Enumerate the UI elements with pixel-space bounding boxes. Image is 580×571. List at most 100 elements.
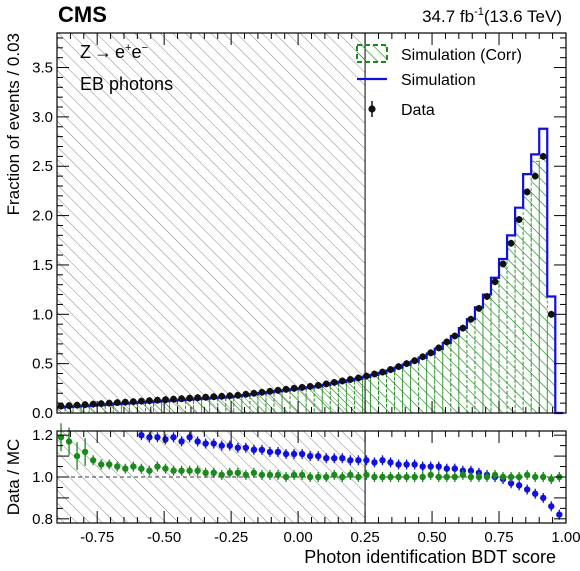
sim-corr-bar: [297, 386, 307, 414]
ratio-simulation-point: [387, 459, 394, 466]
data-point: [443, 338, 451, 346]
sim-corr-bar: [538, 157, 548, 414]
ratio-simulation-point: [178, 438, 185, 445]
sim-corr-bar: [273, 389, 283, 414]
data-point: [178, 395, 185, 403]
data-point: [403, 360, 411, 368]
data-point: [419, 353, 427, 361]
ratio-sim-corr-point: [258, 471, 266, 479]
ratio-simulation-point: [242, 444, 250, 451]
data-point: [194, 394, 202, 402]
ratio-simulation-point: [419, 463, 426, 470]
ratio-sim-corr-point: [122, 465, 129, 472]
ratio-simulation-point: [194, 438, 201, 445]
data-point: [250, 389, 258, 397]
ratio-simulation-point: [507, 480, 515, 487]
data-point: [346, 376, 354, 383]
sim-corr-bar: [361, 375, 371, 414]
x-tick-label: 1.00: [551, 529, 580, 546]
ratio-simulation-point: [363, 457, 370, 464]
x-tick-label: 0.25: [350, 529, 379, 546]
ratio-simulation-point: [523, 486, 531, 493]
ratio-sim-corr-point: [154, 463, 161, 470]
sim-corr-bar: [490, 281, 500, 414]
sim-corr-bar: [474, 307, 484, 414]
data-point: [258, 388, 266, 396]
data-point: [218, 392, 226, 400]
sim-corr-bar: [418, 356, 428, 414]
ratio-sim-corr-point: [363, 471, 370, 479]
sim-corr-bar: [337, 380, 347, 414]
ratio-simulation-point: [435, 463, 442, 470]
ratio-simulation-point: [355, 457, 362, 464]
experiment-label: CMS: [58, 2, 107, 27]
y-tick-label: 2.5: [32, 158, 53, 175]
data-point: [507, 239, 515, 247]
sim-corr-bar: [305, 385, 315, 414]
ratio-sim-corr-point: [323, 473, 330, 481]
sim-corr-bar: [128, 401, 138, 414]
ratio-sim-corr-point: [515, 473, 523, 481]
y-tick-label: 2.0: [32, 208, 53, 225]
data-point: [322, 380, 330, 388]
ratio-sim-corr-point: [114, 463, 121, 470]
sim-corr-bar: [136, 400, 146, 414]
data-point: [515, 216, 523, 223]
data-point: [162, 396, 169, 404]
ratio-simulation-point: [210, 440, 217, 447]
ratio-sim-corr-point: [339, 473, 346, 481]
x-axis-title: Photon identification BDT score: [304, 547, 556, 567]
sim-corr-bar: [378, 371, 387, 414]
y-tick-label: 3.5: [32, 60, 53, 77]
ratio-y-tick-label: 0.8: [32, 511, 53, 528]
ratio-simulation-point: [427, 463, 434, 470]
ratio-sim-corr-point: [419, 473, 426, 481]
ratio-sim-corr-point: [89, 457, 97, 464]
ratio-sim-corr-point: [162, 465, 169, 472]
ratio-simulation-point: [234, 444, 242, 451]
sim-corr-bar: [530, 160, 540, 414]
data-point: [274, 386, 282, 394]
ratio-simulation-point: [531, 490, 539, 497]
ratio-simulation-point: [379, 457, 386, 464]
data-point: [121, 398, 129, 406]
ratio-sim-corr-point: [130, 463, 137, 470]
ratio-simulation-point: [170, 434, 177, 441]
data-point: [395, 363, 402, 371]
ratio-simulation-point: [282, 450, 290, 458]
ratio-sim-corr-point: [531, 473, 539, 481]
legend-swatch-sim-corr: [356, 44, 388, 63]
ratio-sim-corr-point: [282, 473, 290, 481]
ratio-simulation-point: [339, 454, 346, 462]
ratio-simulation-point: [202, 440, 209, 447]
data-point: [499, 260, 507, 268]
ratio-sim-corr-point: [467, 473, 475, 481]
ratio-sim-corr-point: [540, 473, 547, 481]
ratio-sim-corr-point: [73, 452, 81, 460]
ratio-sim-corr-point: [475, 473, 483, 481]
x-tick-label: 0.00: [284, 529, 313, 546]
ratio-sim-corr-point: [194, 467, 201, 474]
data-point: [411, 357, 419, 365]
data-point: [186, 394, 194, 402]
legend-label-simulation: Simulation: [401, 72, 476, 89]
sim-corr-bar: [546, 315, 556, 414]
ratio-sim-corr-point: [138, 465, 145, 472]
data-point: [435, 344, 443, 352]
sim-corr-bar: [145, 400, 154, 414]
ratio-axis-title: Data / MC: [4, 439, 23, 516]
sim-corr-bar: [410, 360, 420, 414]
ratio-sim-corr-point: [218, 471, 225, 479]
ratio-sim-corr-point: [411, 473, 418, 481]
ratio-simulation-point: [266, 448, 274, 456]
sim-corr-bar: [265, 390, 275, 414]
ratio-simulation-point: [298, 450, 306, 458]
ratio-sim-corr-point: [499, 473, 507, 481]
data-point: [242, 390, 250, 398]
ratio-simulation-point: [451, 465, 459, 472]
sim-corr-bar: [498, 263, 508, 414]
data-point: [459, 324, 467, 332]
ratio-simulation-point: [162, 436, 169, 443]
data-point: [73, 401, 81, 409]
sim-corr-bar: [281, 388, 291, 414]
